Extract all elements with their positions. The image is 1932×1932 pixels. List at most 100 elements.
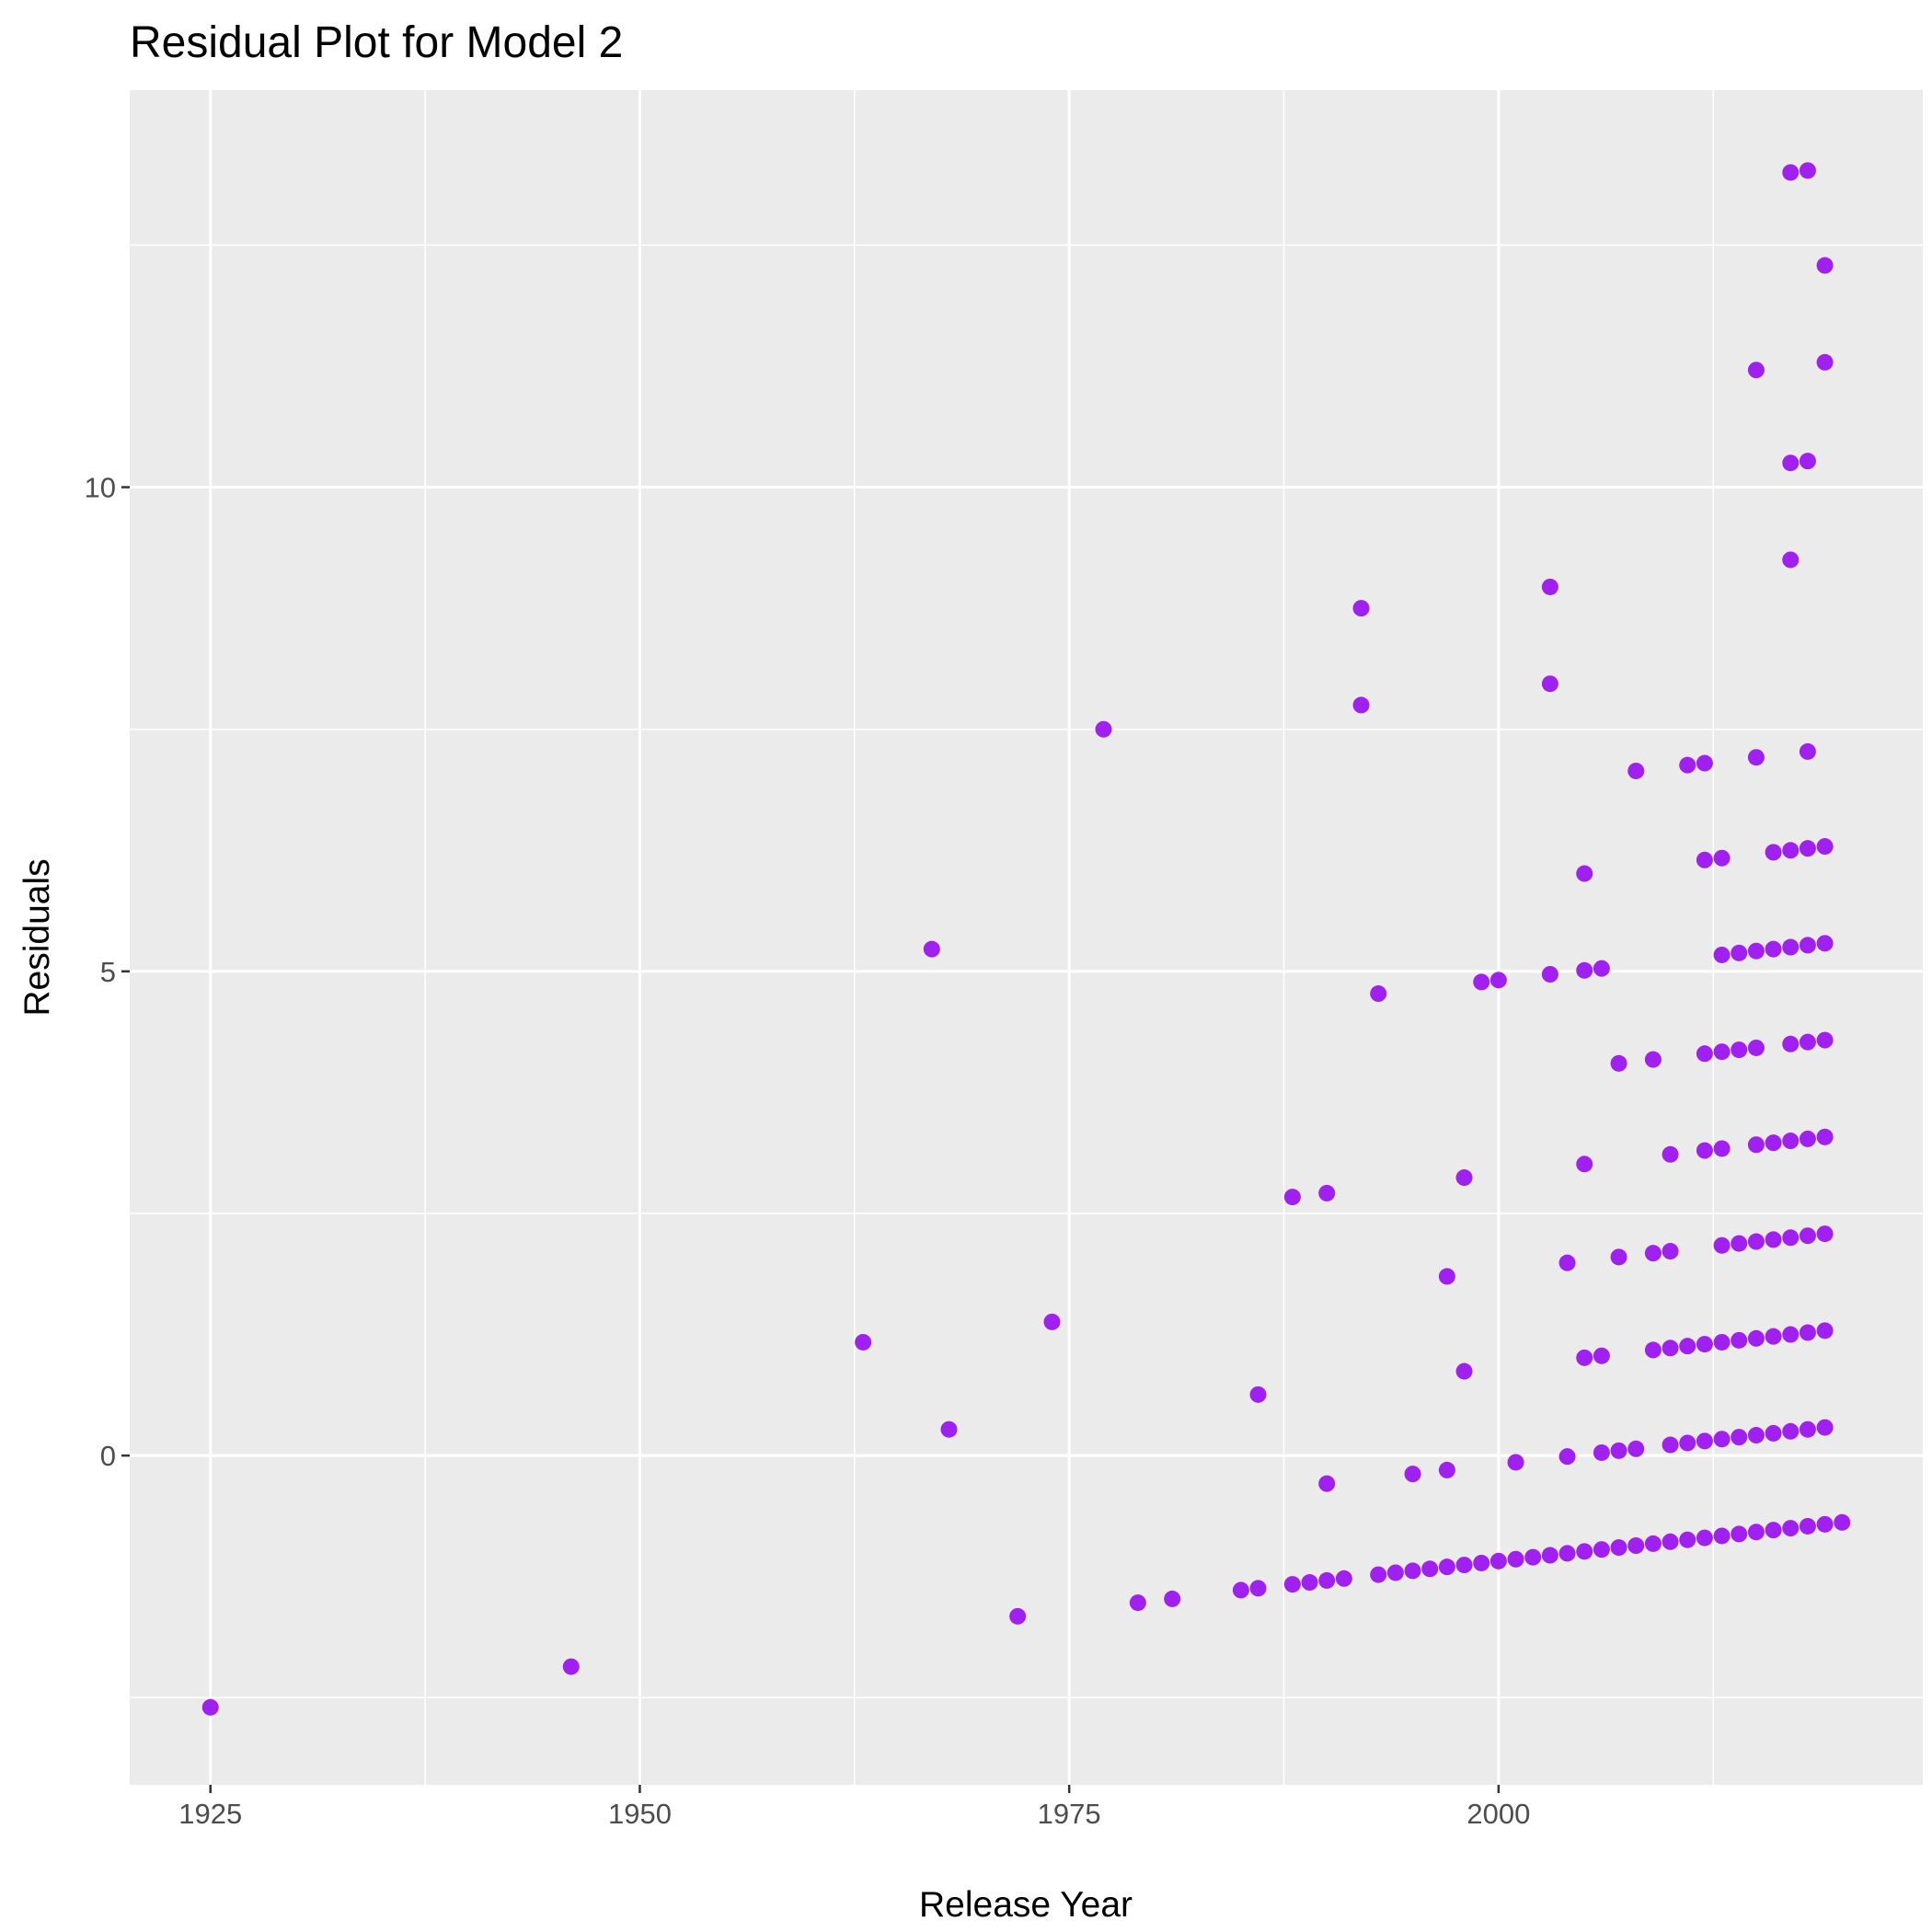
data-point [1455,1363,1473,1380]
data-point [940,1420,958,1438]
data-point [1558,1254,1576,1271]
data-point [1576,1543,1593,1560]
data-point [1318,1184,1336,1202]
data-point [1816,838,1834,856]
data-point [1799,1517,1816,1535]
data-point [1713,1043,1731,1061]
data-point [1816,1322,1834,1340]
data-point [1352,696,1370,714]
data-point [1576,961,1593,979]
data-point [1799,1324,1816,1341]
data-point [1782,842,1800,859]
data-point [1679,1338,1696,1355]
data-point [1489,1552,1507,1570]
data-point [1696,1336,1713,1353]
data-point [1713,1140,1731,1157]
y-axis-title: Residuals [17,858,57,1016]
data-point [1558,1448,1576,1466]
data-point [1816,1225,1834,1243]
data-point [1782,1229,1800,1247]
data-point [1799,1227,1816,1245]
data-point [1455,1557,1473,1574]
data-point [1713,1527,1731,1545]
data-point [1696,1142,1713,1159]
data-point [201,1698,219,1716]
data-point [1644,1341,1662,1359]
data-point [1095,720,1112,738]
data-point [1455,1169,1473,1187]
data-point [1747,942,1765,960]
data-point [1679,1434,1696,1452]
x-tick-label: 1950 [608,1798,672,1830]
data-point [1747,1136,1765,1154]
data-point [1249,1386,1267,1403]
data-point [1747,362,1765,379]
data-point [1799,1130,1816,1147]
data-point [1438,1558,1455,1576]
data-point [1610,1442,1627,1459]
data-point [1731,1429,1748,1446]
data-point [1765,1231,1782,1248]
data-point [1696,1045,1713,1063]
data-point [1662,1436,1679,1454]
data-point [1386,1564,1404,1581]
data-point [1696,754,1713,772]
data-point [1541,675,1558,693]
data-point [1129,1594,1146,1612]
data-point [1799,453,1816,470]
y-axis: 0 5 10 [85,472,130,1472]
data-point [1662,1145,1679,1163]
data-point [1541,578,1558,595]
x-axis-title: Release Year [919,1885,1133,1925]
data-point [1662,1243,1679,1260]
data-point [1816,353,1834,371]
data-point [1627,1440,1645,1457]
data-point [1318,1571,1336,1589]
data-point [1765,844,1782,861]
data-point [1782,938,1800,956]
data-point [1782,1520,1800,1537]
data-point [1370,985,1387,1003]
data-point [1541,965,1558,983]
data-point [1747,749,1765,766]
data-point [1473,973,1490,991]
data-point [1593,960,1610,977]
data-point [1679,1531,1696,1548]
data-point [1489,972,1507,989]
data-point [1370,1566,1387,1583]
data-point [1249,1580,1267,1597]
y-tick-label: 5 [100,956,116,988]
x-tick-label: 1925 [178,1798,242,1830]
data-point [1043,1313,1061,1330]
data-point [1765,1134,1782,1152]
data-point [1627,1537,1645,1555]
data-point [1524,1548,1542,1566]
data-point [1834,1513,1851,1531]
data-point [1679,756,1696,774]
data-point [1765,1424,1782,1442]
plot-panel [130,90,1923,1785]
data-point [1662,1533,1679,1550]
data-point [1507,1454,1524,1471]
data-point [1644,1051,1662,1068]
data-point [1747,1329,1765,1347]
data-point [1610,1539,1627,1557]
data-point [1232,1581,1249,1599]
data-point [1576,1156,1593,1173]
data-point [562,1658,580,1675]
data-point [1009,1607,1027,1625]
data-point [1404,1562,1421,1580]
x-tick-label: 2000 [1466,1798,1530,1830]
data-point [1713,1236,1731,1254]
data-point [1541,1547,1558,1564]
data-point [1816,1515,1834,1533]
data-point [1799,840,1816,857]
data-point [1352,600,1370,617]
data-point [1765,1328,1782,1345]
data-point [1696,1529,1713,1547]
data-point [1731,1235,1748,1252]
data-point [1593,1541,1610,1558]
data-point [1782,1035,1800,1052]
data-point [1438,1461,1455,1478]
